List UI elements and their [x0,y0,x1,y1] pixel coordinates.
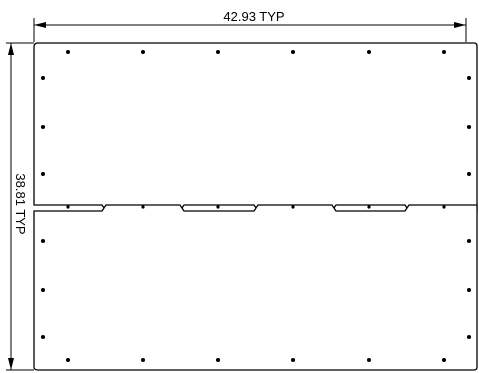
width-dimension: 42.93 TYP [33,9,467,42]
mounting-hole [291,50,295,54]
seam-hole [442,205,446,209]
upper-panel-holes [41,50,471,176]
width-arrow-left [34,22,46,28]
mounting-hole [216,358,220,362]
seam-hole [291,205,295,209]
seam-hole [367,205,371,209]
seam-hole [216,205,220,209]
mounting-hole [467,239,471,243]
mounting-hole [291,358,295,362]
mounting-hole [41,76,45,80]
seam-hole [66,205,70,209]
mounting-hole [66,50,70,54]
width-dimension-label: 42.93 TYP [223,9,284,24]
mounting-hole [467,335,471,339]
width-arrow-right [454,22,466,28]
mounting-hole [66,358,70,362]
mounting-hole [41,172,45,176]
mounting-hole [442,50,446,54]
seam-holes [66,205,446,209]
seam-hole [141,205,145,209]
height-arrow-bottom [8,358,14,370]
mounting-hole [467,172,471,176]
mounting-hole [367,50,371,54]
mounting-hole [141,50,145,54]
mounting-hole [41,335,45,339]
height-dimension: 38.81 TYP [6,42,34,371]
mounting-hole [41,239,45,243]
mounting-hole [467,288,471,292]
mounting-hole [367,358,371,362]
mounting-hole [41,288,45,292]
mounting-hole [216,50,220,54]
mounting-hole [467,76,471,80]
mounting-hole [467,125,471,129]
lower-panel [33,204,478,371]
height-arrow-top [8,43,14,55]
mounting-hole [141,358,145,362]
mounting-hole [41,125,45,129]
upper-panel [33,42,478,212]
mounting-hole [442,358,446,362]
height-dimension-label: 38.81 TYP [13,173,28,234]
lower-panel-holes [41,239,471,362]
